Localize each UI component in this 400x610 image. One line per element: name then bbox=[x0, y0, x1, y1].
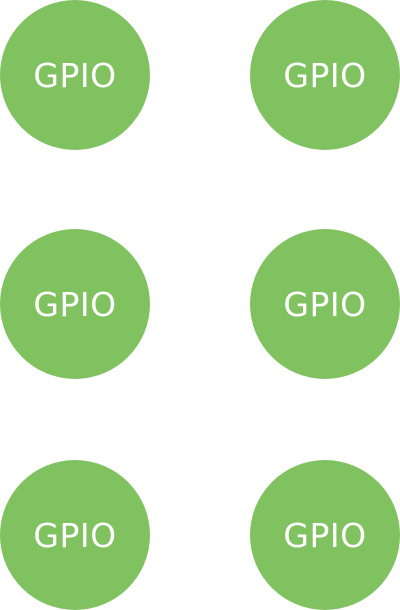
gpio-button-label: GPIO bbox=[283, 515, 367, 555]
gpio-button-label: GPIO bbox=[33, 55, 117, 95]
gpio-button-6[interactable]: GPIO bbox=[250, 460, 400, 610]
gpio-button-2[interactable]: GPIO bbox=[250, 0, 400, 150]
gpio-button-4[interactable]: GPIO bbox=[250, 229, 400, 379]
gpio-button-3[interactable]: GPIO bbox=[0, 229, 150, 379]
gpio-button-5[interactable]: GPIO bbox=[0, 460, 150, 610]
gpio-button-label: GPIO bbox=[33, 515, 117, 555]
gpio-button-1[interactable]: GPIO bbox=[0, 0, 150, 150]
gpio-button-label: GPIO bbox=[283, 55, 367, 95]
gpio-button-label: GPIO bbox=[283, 284, 367, 324]
gpio-button-label: GPIO bbox=[33, 284, 117, 324]
